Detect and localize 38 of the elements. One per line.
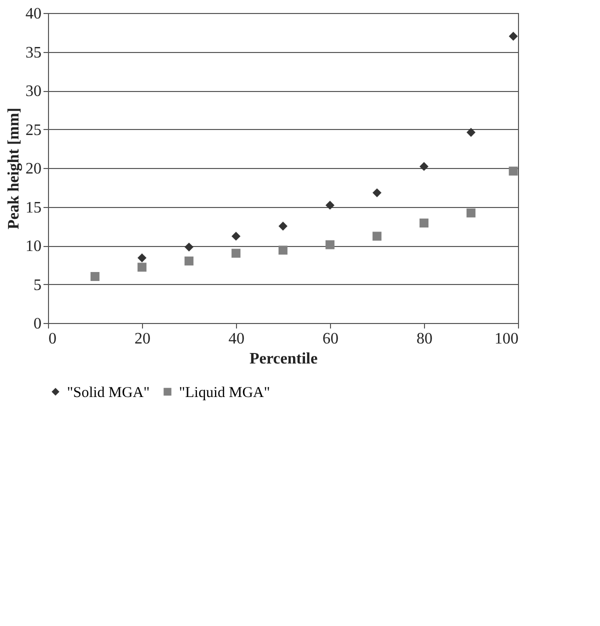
y-tick-label: 5	[34, 276, 42, 294]
point	[466, 208, 476, 218]
point	[372, 232, 382, 241]
point	[232, 248, 240, 258]
x-tick-label: 60	[322, 330, 338, 348]
point	[138, 262, 146, 272]
point	[90, 272, 100, 281]
point	[138, 253, 146, 262]
point	[466, 128, 476, 137]
legend-label: "Solid MGA"	[67, 384, 150, 401]
point	[420, 162, 428, 171]
x-tick-label: 40	[228, 330, 244, 348]
point	[232, 232, 240, 241]
x-tick-label: 100	[494, 330, 518, 348]
y-tick-label: 35	[26, 44, 42, 62]
point	[184, 242, 194, 252]
y-tick-label: 40	[26, 6, 42, 22]
point	[420, 218, 428, 228]
y-tick-label: 30	[26, 83, 42, 100]
point	[508, 166, 518, 176]
legend-label: "Liquid MGA"	[179, 384, 270, 401]
point	[278, 222, 288, 231]
point	[278, 246, 288, 255]
y-axis-title: Peak height [mm]	[6, 108, 22, 230]
x-tick-label: 80	[416, 330, 432, 348]
y-tick-label: 25	[26, 122, 42, 139]
point	[326, 200, 334, 210]
x-tick-label: 0	[48, 330, 56, 348]
point	[508, 32, 518, 41]
y-tick-label: 20	[26, 160, 42, 178]
point	[184, 256, 194, 266]
point	[326, 240, 334, 250]
y-tick-label: 10	[26, 238, 42, 255]
x-tick-label: 20	[134, 330, 150, 348]
point	[372, 188, 382, 198]
x-axis-title: Percentile	[249, 350, 318, 368]
y-tick-label: 0	[34, 316, 42, 332]
y-tick-label: 15	[26, 199, 42, 216]
